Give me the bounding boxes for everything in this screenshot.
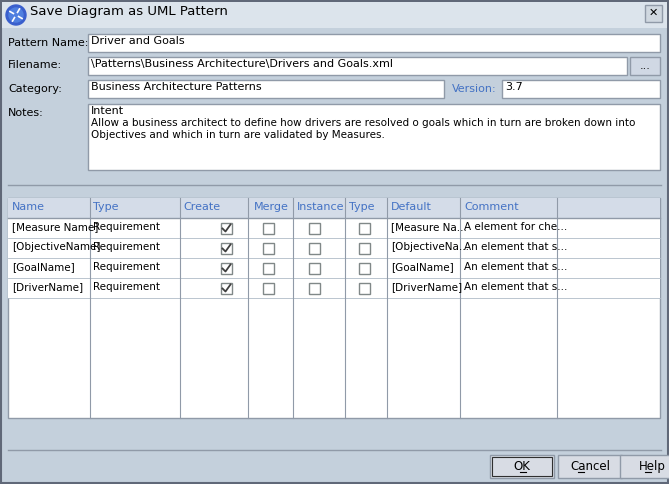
Text: OK: OK bbox=[514, 460, 531, 473]
Bar bbox=[8, 198, 660, 418]
Text: Version:: Version: bbox=[452, 84, 496, 94]
Bar bbox=[262, 223, 274, 233]
Bar bbox=[262, 242, 274, 254]
Bar bbox=[558, 455, 622, 478]
Bar bbox=[88, 57, 627, 75]
Text: Requirement: Requirement bbox=[93, 282, 160, 292]
Circle shape bbox=[6, 5, 26, 25]
Circle shape bbox=[9, 8, 23, 22]
Text: Cancel: Cancel bbox=[570, 460, 610, 473]
Bar bbox=[359, 262, 369, 273]
Text: Allow a business architect to define how drivers are resolved o goals which in t: Allow a business architect to define how… bbox=[91, 118, 636, 128]
Bar bbox=[2, 2, 667, 28]
Bar bbox=[308, 242, 320, 254]
Text: Merge: Merge bbox=[254, 202, 289, 212]
Bar bbox=[620, 455, 669, 478]
Text: [DriverName]: [DriverName] bbox=[12, 282, 83, 292]
Text: Create: Create bbox=[183, 202, 220, 212]
Text: Instance: Instance bbox=[297, 202, 345, 212]
Bar bbox=[308, 283, 320, 293]
Text: [GoalName]: [GoalName] bbox=[12, 262, 75, 272]
Bar bbox=[359, 283, 369, 293]
Text: Category:: Category: bbox=[8, 84, 62, 94]
Bar bbox=[8, 218, 660, 238]
Text: Business Architecture Patterns: Business Architecture Patterns bbox=[91, 82, 262, 92]
Text: ...: ... bbox=[640, 61, 650, 71]
Bar bbox=[490, 455, 554, 478]
Bar bbox=[8, 258, 660, 278]
Bar bbox=[502, 80, 660, 98]
Text: Name: Name bbox=[12, 202, 45, 212]
Bar bbox=[645, 5, 662, 22]
Text: An element that s...: An element that s... bbox=[464, 262, 567, 272]
Text: Type: Type bbox=[349, 202, 375, 212]
Bar bbox=[221, 283, 231, 293]
Text: \Patterns\Business Architecture\Drivers and Goals.xml: \Patterns\Business Architecture\Drivers … bbox=[91, 59, 393, 69]
Bar bbox=[88, 34, 660, 52]
Bar bbox=[8, 278, 660, 298]
Text: 3.7: 3.7 bbox=[505, 82, 522, 92]
Text: Intent: Intent bbox=[91, 106, 124, 116]
Text: ✕: ✕ bbox=[648, 8, 658, 18]
Text: [ObjectiveNa...: [ObjectiveNa... bbox=[391, 242, 469, 252]
Bar bbox=[308, 223, 320, 233]
Bar bbox=[630, 57, 660, 75]
Bar bbox=[8, 238, 660, 258]
Bar bbox=[492, 457, 552, 476]
Bar bbox=[221, 223, 231, 233]
Bar bbox=[221, 262, 231, 273]
Text: [Measure Na...: [Measure Na... bbox=[391, 222, 467, 232]
Text: A element for che...: A element for che... bbox=[464, 222, 567, 232]
Text: Requirement: Requirement bbox=[93, 242, 160, 252]
Text: Filename:: Filename: bbox=[8, 60, 62, 70]
Text: Requirement: Requirement bbox=[93, 222, 160, 232]
Bar bbox=[262, 262, 274, 273]
Text: [Measure Name]: [Measure Name] bbox=[12, 222, 98, 232]
Text: [GoalName]: [GoalName] bbox=[391, 262, 454, 272]
Text: Default: Default bbox=[391, 202, 432, 212]
Text: Requirement: Requirement bbox=[93, 262, 160, 272]
Bar bbox=[221, 242, 231, 254]
Bar bbox=[308, 262, 320, 273]
Bar bbox=[88, 104, 660, 170]
Text: Pattern Name:: Pattern Name: bbox=[8, 38, 88, 48]
Text: Notes:: Notes: bbox=[8, 108, 43, 118]
Text: [DriverName]: [DriverName] bbox=[391, 282, 462, 292]
Text: Type: Type bbox=[93, 202, 118, 212]
Text: Objectives and which in turn are validated by Measures.: Objectives and which in turn are validat… bbox=[91, 130, 385, 140]
Text: Driver and Goals: Driver and Goals bbox=[91, 36, 185, 46]
Bar bbox=[88, 80, 444, 98]
Bar bbox=[359, 223, 369, 233]
Bar bbox=[262, 283, 274, 293]
Text: An element that s...: An element that s... bbox=[464, 242, 567, 252]
Text: Help: Help bbox=[639, 460, 666, 473]
Text: [ObjectiveName]: [ObjectiveName] bbox=[12, 242, 100, 252]
Text: Save Diagram as UML Pattern: Save Diagram as UML Pattern bbox=[30, 5, 228, 18]
Text: An element that s...: An element that s... bbox=[464, 282, 567, 292]
Bar bbox=[359, 242, 369, 254]
Bar bbox=[8, 198, 660, 218]
Text: Comment: Comment bbox=[464, 202, 518, 212]
